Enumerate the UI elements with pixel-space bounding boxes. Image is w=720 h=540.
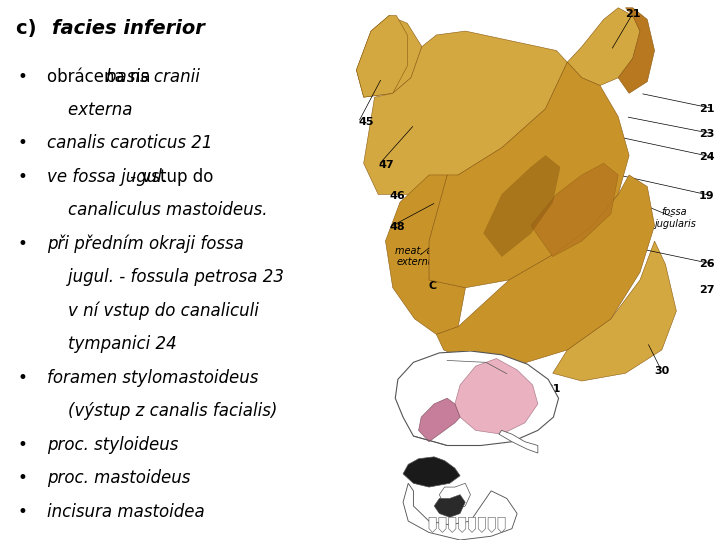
Text: při předním okraji fossa: při předním okraji fossa [47, 235, 243, 253]
Polygon shape [484, 156, 560, 256]
Text: 45: 45 [359, 118, 374, 127]
Text: 21: 21 [625, 9, 641, 18]
Text: 31: 31 [545, 384, 560, 394]
Text: •: • [18, 369, 28, 387]
Polygon shape [473, 366, 539, 389]
Polygon shape [531, 163, 618, 256]
Text: externa: externa [47, 101, 132, 119]
Polygon shape [438, 517, 446, 532]
Polygon shape [356, 16, 422, 97]
Text: v ní vstup do canaliculi: v ní vstup do canaliculi [47, 302, 258, 320]
Polygon shape [364, 31, 567, 194]
Text: - vstup do: - vstup do [125, 168, 213, 186]
Polygon shape [553, 241, 676, 381]
Text: 27: 27 [699, 285, 714, 295]
Text: foramen stylomastoideus: foramen stylomastoideus [47, 369, 258, 387]
Text: basis cranii: basis cranii [106, 68, 199, 85]
Text: •: • [18, 235, 28, 253]
Text: proc. mastoideus: proc. mastoideus [47, 469, 190, 487]
Polygon shape [567, 8, 640, 85]
Text: incisura mastoidea: incisura mastoidea [47, 503, 204, 521]
Polygon shape [429, 517, 436, 532]
Polygon shape [429, 62, 629, 288]
Polygon shape [469, 517, 476, 532]
Polygon shape [455, 359, 538, 434]
Text: c): c) [16, 19, 43, 38]
Text: ve fossa jugul.: ve fossa jugul. [47, 168, 167, 186]
Text: canalis caroticus 21: canalis caroticus 21 [47, 134, 212, 152]
Polygon shape [618, 8, 654, 93]
Text: proc. styloideus: proc. styloideus [47, 436, 178, 454]
Polygon shape [478, 517, 485, 532]
Polygon shape [499, 430, 538, 453]
Polygon shape [385, 175, 465, 334]
Text: •: • [18, 469, 28, 487]
Text: 29: 29 [508, 374, 524, 384]
Polygon shape [439, 483, 470, 510]
Text: 28: 28 [476, 351, 492, 361]
Text: 21: 21 [699, 104, 714, 114]
Polygon shape [403, 483, 517, 540]
Text: tympanici 24: tympanici 24 [47, 335, 176, 353]
Text: 46: 46 [389, 191, 405, 201]
Polygon shape [488, 517, 495, 532]
Text: •: • [18, 503, 28, 521]
Text: obrácena na: obrácena na [47, 68, 156, 85]
Polygon shape [459, 517, 466, 532]
Polygon shape [418, 399, 460, 442]
Text: C: C [428, 281, 437, 291]
Text: (výstup z canalis facialis): (výstup z canalis facialis) [47, 402, 277, 420]
Text: 47: 47 [378, 160, 394, 170]
Polygon shape [434, 495, 465, 517]
Polygon shape [436, 175, 654, 366]
Text: 19: 19 [699, 191, 714, 201]
Polygon shape [449, 517, 456, 532]
Text: jugul. - fossula petrosa 23: jugul. - fossula petrosa 23 [47, 268, 284, 286]
Text: •: • [18, 134, 28, 152]
Text: 26: 26 [699, 259, 714, 269]
Text: 24: 24 [699, 152, 714, 163]
Text: 48: 48 [389, 222, 405, 232]
Text: •: • [18, 436, 28, 454]
Polygon shape [356, 16, 408, 97]
Polygon shape [395, 351, 559, 445]
Text: •: • [18, 168, 28, 186]
Text: fossa
jugularis: fossa jugularis [654, 207, 696, 228]
Text: canaliculus mastoideus.: canaliculus mastoideus. [47, 201, 267, 219]
Polygon shape [403, 457, 460, 487]
Text: facies inferior: facies inferior [52, 19, 204, 38]
Text: meat. ac.
externus: meat. ac. externus [395, 246, 441, 267]
Text: 23: 23 [699, 129, 714, 139]
Text: •: • [18, 68, 28, 85]
Polygon shape [498, 517, 505, 532]
Text: 30: 30 [654, 366, 670, 376]
